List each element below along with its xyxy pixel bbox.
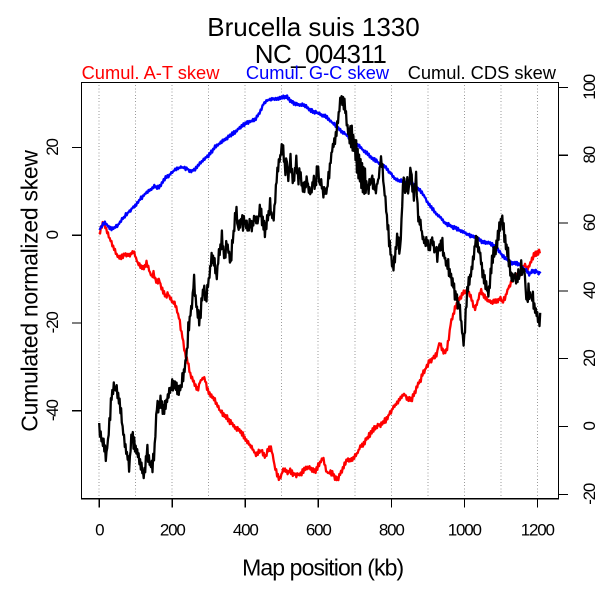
- svg-text:NC_004311: NC_004311: [255, 39, 387, 69]
- svg-text:Cumulated normalized skew: Cumulated normalized skew: [17, 150, 43, 432]
- svg-text:-20: -20: [580, 483, 599, 505]
- svg-text:0: 0: [580, 422, 599, 431]
- svg-text:0: 0: [95, 521, 104, 540]
- svg-text:60: 60: [580, 214, 599, 231]
- svg-text:1000: 1000: [448, 521, 482, 540]
- svg-text:-40: -40: [43, 399, 62, 421]
- svg-text:1200: 1200: [521, 521, 555, 540]
- svg-text:Map position (kb): Map position (kb): [242, 554, 403, 580]
- svg-text:Cumul. A-T skew: Cumul. A-T skew: [82, 62, 221, 83]
- svg-text:400: 400: [233, 521, 259, 540]
- svg-text:Brucella suis 1330: Brucella suis 1330: [207, 12, 419, 42]
- svg-text:100: 100: [580, 74, 599, 100]
- svg-text:Cumul. G-C skew: Cumul. G-C skew: [246, 62, 390, 83]
- svg-text:Cumul. CDS skew: Cumul. CDS skew: [408, 62, 557, 83]
- svg-text:200: 200: [160, 521, 186, 540]
- svg-text:-20: -20: [43, 312, 62, 334]
- svg-text:40: 40: [580, 282, 599, 299]
- svg-text:20: 20: [580, 350, 599, 367]
- svg-text:800: 800: [379, 521, 405, 540]
- svg-text:80: 80: [580, 146, 599, 163]
- svg-text:600: 600: [306, 521, 332, 540]
- svg-text:0: 0: [43, 230, 62, 239]
- svg-text:20: 20: [43, 139, 62, 156]
